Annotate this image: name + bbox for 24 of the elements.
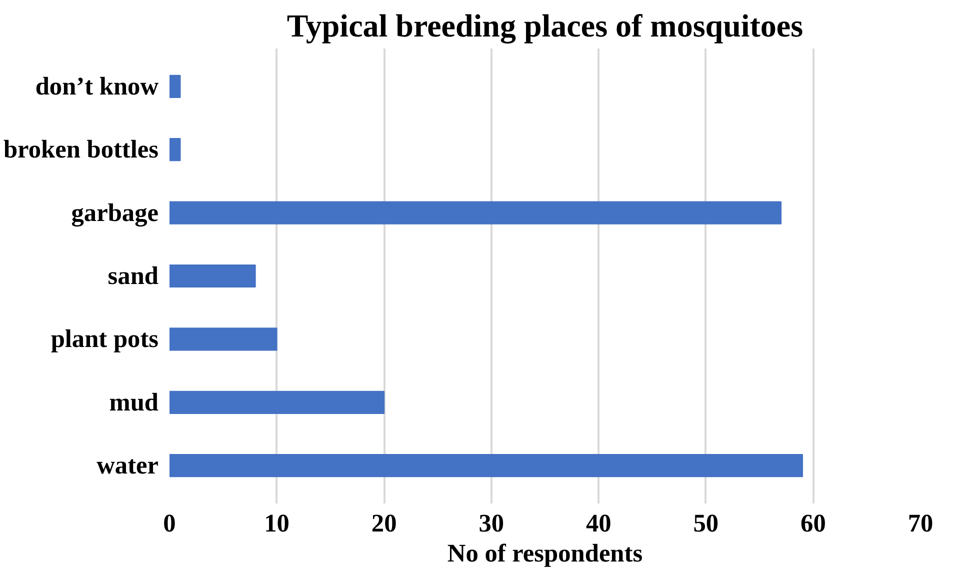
chart-title: Typical breeding places of mosquitoes [286,8,804,44]
y-tick-label: don’t know [35,72,160,100]
bar [170,454,803,478]
x-tick-label: 30 [478,510,504,538]
x-tick-label: 70 [908,510,934,538]
bar [170,328,278,351]
y-tick-label: sand [108,262,159,290]
y-tick-label: garbage [71,198,159,227]
x-tick-label: 40 [586,510,612,538]
bar [170,390,385,414]
bar [170,264,256,288]
y-tick-label: plant pots [50,325,159,354]
y-tick-label: water [96,452,158,480]
bar [170,138,181,162]
x-tick-label: 10 [264,510,290,538]
x-tick-label: 0 [163,510,176,538]
bar [170,201,782,224]
x-tick-label: 50 [693,510,719,538]
y-tick-label: mud [109,388,159,416]
x-tick-label: 60 [800,510,826,538]
x-tick-label: 20 [371,510,397,538]
x-axis-title: No of respondents [447,540,643,568]
y-tick-label: broken bottles [3,136,159,164]
bar [170,74,181,98]
